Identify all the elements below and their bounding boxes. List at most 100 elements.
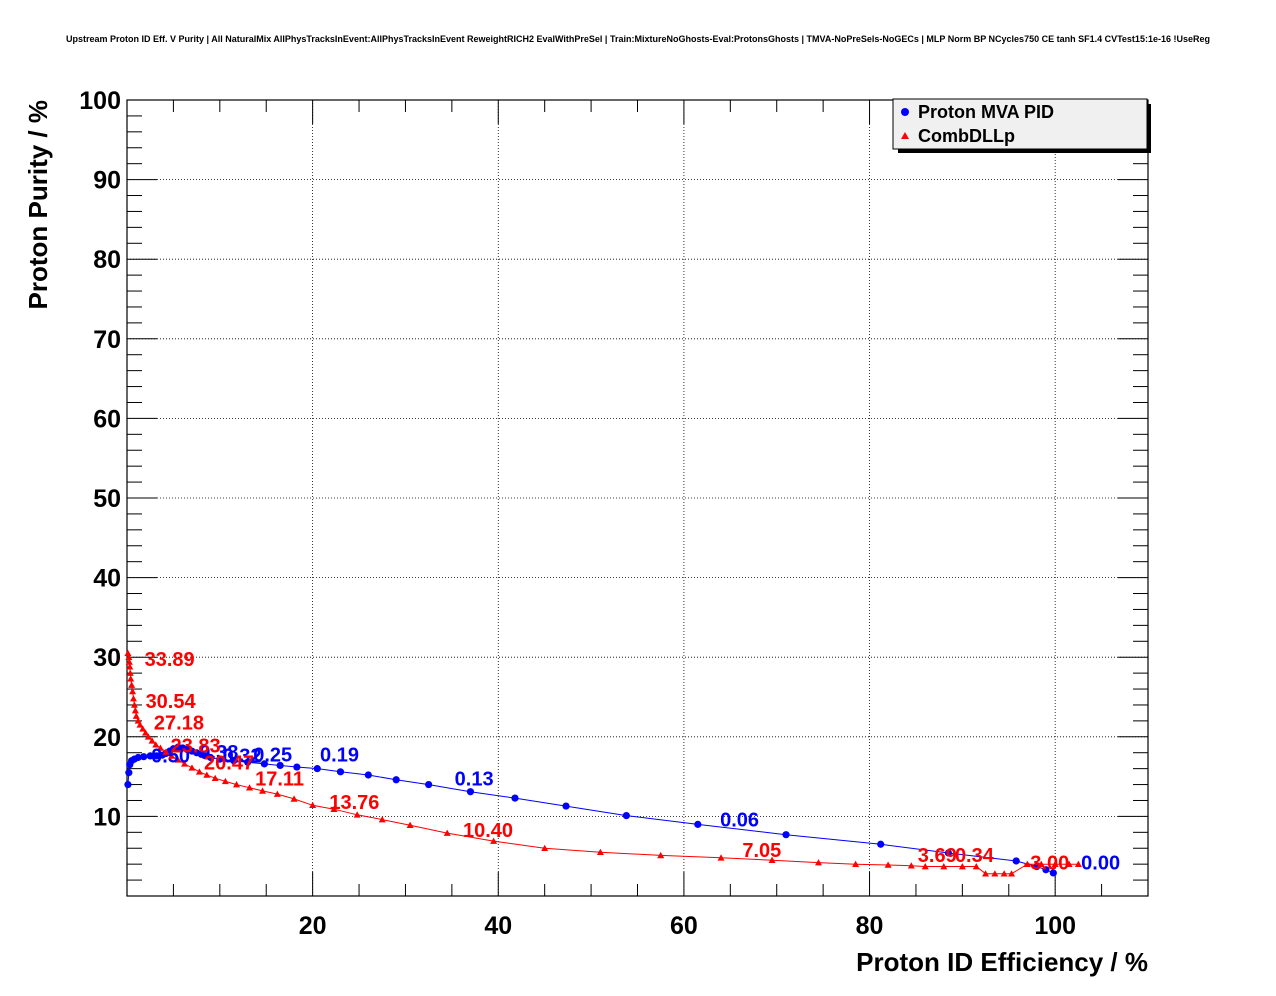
- data-point: [132, 712, 140, 719]
- data-point: [1051, 860, 1059, 867]
- data-point: [814, 859, 822, 866]
- point-label: 13.76: [329, 792, 379, 814]
- data-point: [657, 851, 665, 859]
- data-point: [490, 837, 498, 844]
- data-point: [1042, 866, 1050, 874]
- data-point: [1008, 870, 1016, 877]
- x-axis-title: Proton ID Efficiency / %: [856, 947, 1148, 977]
- axis-ticks: [126, 99, 1149, 897]
- data-point: [364, 771, 372, 779]
- data-point: [125, 658, 133, 665]
- data-point: [293, 763, 301, 771]
- data-point: [174, 756, 182, 763]
- data-point: [378, 816, 386, 823]
- y-tick-label: 100: [79, 87, 121, 115]
- data-point: [276, 761, 284, 770]
- data-point: [313, 765, 321, 773]
- data-point: [353, 811, 361, 818]
- data-point: [181, 760, 189, 767]
- data-point: [694, 820, 702, 828]
- data-point: [148, 737, 156, 744]
- point-label: 27.18: [154, 713, 204, 735]
- data-point: [152, 741, 160, 748]
- y-tick-label: 40: [93, 565, 121, 593]
- data-point: [944, 849, 953, 857]
- data-point: [1049, 869, 1057, 877]
- x-tick-label: 60: [670, 912, 698, 940]
- data-point: [596, 848, 604, 856]
- data-point: [140, 753, 148, 761]
- point-label: 10.40: [463, 820, 513, 842]
- data-point: [146, 752, 154, 760]
- point-label: 17.11: [255, 768, 304, 790]
- data-point: [246, 784, 254, 791]
- data-point: [991, 870, 999, 877]
- data-point: [982, 870, 990, 877]
- data-point: [1037, 860, 1045, 867]
- data-point: [309, 801, 317, 809]
- data-point: [233, 781, 241, 788]
- y-tick-label: 10: [93, 803, 121, 831]
- data-point: [188, 764, 196, 771]
- data-point: [129, 695, 137, 702]
- data-point: [940, 863, 948, 870]
- point-label: 0.25: [253, 744, 292, 766]
- data-point: [958, 863, 966, 870]
- data-point: [216, 755, 224, 763]
- data-point: [153, 752, 161, 760]
- y-tick-labels: 10 20 30 40 50 60 70 80 90 100: [79, 87, 121, 831]
- data-point: [206, 753, 215, 762]
- data-point: [128, 681, 136, 688]
- data-point: [622, 812, 630, 820]
- point-label: 0.38: [199, 742, 238, 764]
- data-point: [124, 780, 132, 789]
- data-point: [443, 829, 451, 836]
- data-point: [126, 669, 134, 676]
- data-point: [336, 768, 345, 776]
- data-point: [130, 701, 138, 708]
- data-point: [1065, 860, 1073, 867]
- data-point: [717, 854, 725, 861]
- data-point: [221, 777, 229, 785]
- data-point: [162, 748, 170, 755]
- data-point: [907, 862, 915, 869]
- y-tick-label: 30: [93, 644, 121, 672]
- data-point: [259, 787, 267, 794]
- point-label: 0.00: [1081, 853, 1120, 875]
- legend: Proton MVA PID CombDLLp: [892, 98, 1151, 153]
- y-tick-label: 90: [93, 167, 121, 195]
- y-tick-label: 50: [93, 485, 121, 513]
- point-label: 0.34: [955, 845, 995, 867]
- x-tick-label: 20: [299, 912, 327, 940]
- data-point: [511, 794, 519, 802]
- data-point: [290, 795, 298, 802]
- data-point: [562, 802, 570, 810]
- data-point: [782, 831, 790, 839]
- data-point: [244, 758, 252, 766]
- data-point: [541, 844, 549, 852]
- data-point: [230, 757, 238, 765]
- data-point: [1033, 862, 1041, 871]
- data-point: [1012, 857, 1020, 865]
- data-point: [921, 863, 929, 870]
- legend-marker-mva: [901, 108, 909, 116]
- point-label: 0.06: [720, 810, 759, 832]
- data-point: [125, 653, 133, 660]
- y-tick-label: 60: [93, 405, 121, 433]
- data-point: [273, 790, 281, 797]
- data-point: [768, 856, 776, 863]
- x-tick-label: 40: [484, 912, 512, 940]
- data-point: [330, 805, 338, 813]
- data-point: [877, 840, 885, 848]
- point-label: 0.32: [223, 745, 262, 767]
- series-combdllp: [124, 649, 1082, 877]
- data-point: [134, 753, 142, 762]
- x-tick-label: 100: [1034, 912, 1076, 940]
- series-proton-mva-pid: [124, 743, 1057, 877]
- data-point: [127, 675, 135, 682]
- legend-marker-dllp: [901, 132, 909, 139]
- data-point: [139, 725, 147, 732]
- point-label: 20.47: [204, 752, 254, 774]
- point-label: 3.69: [918, 845, 957, 867]
- data-point: [425, 780, 433, 789]
